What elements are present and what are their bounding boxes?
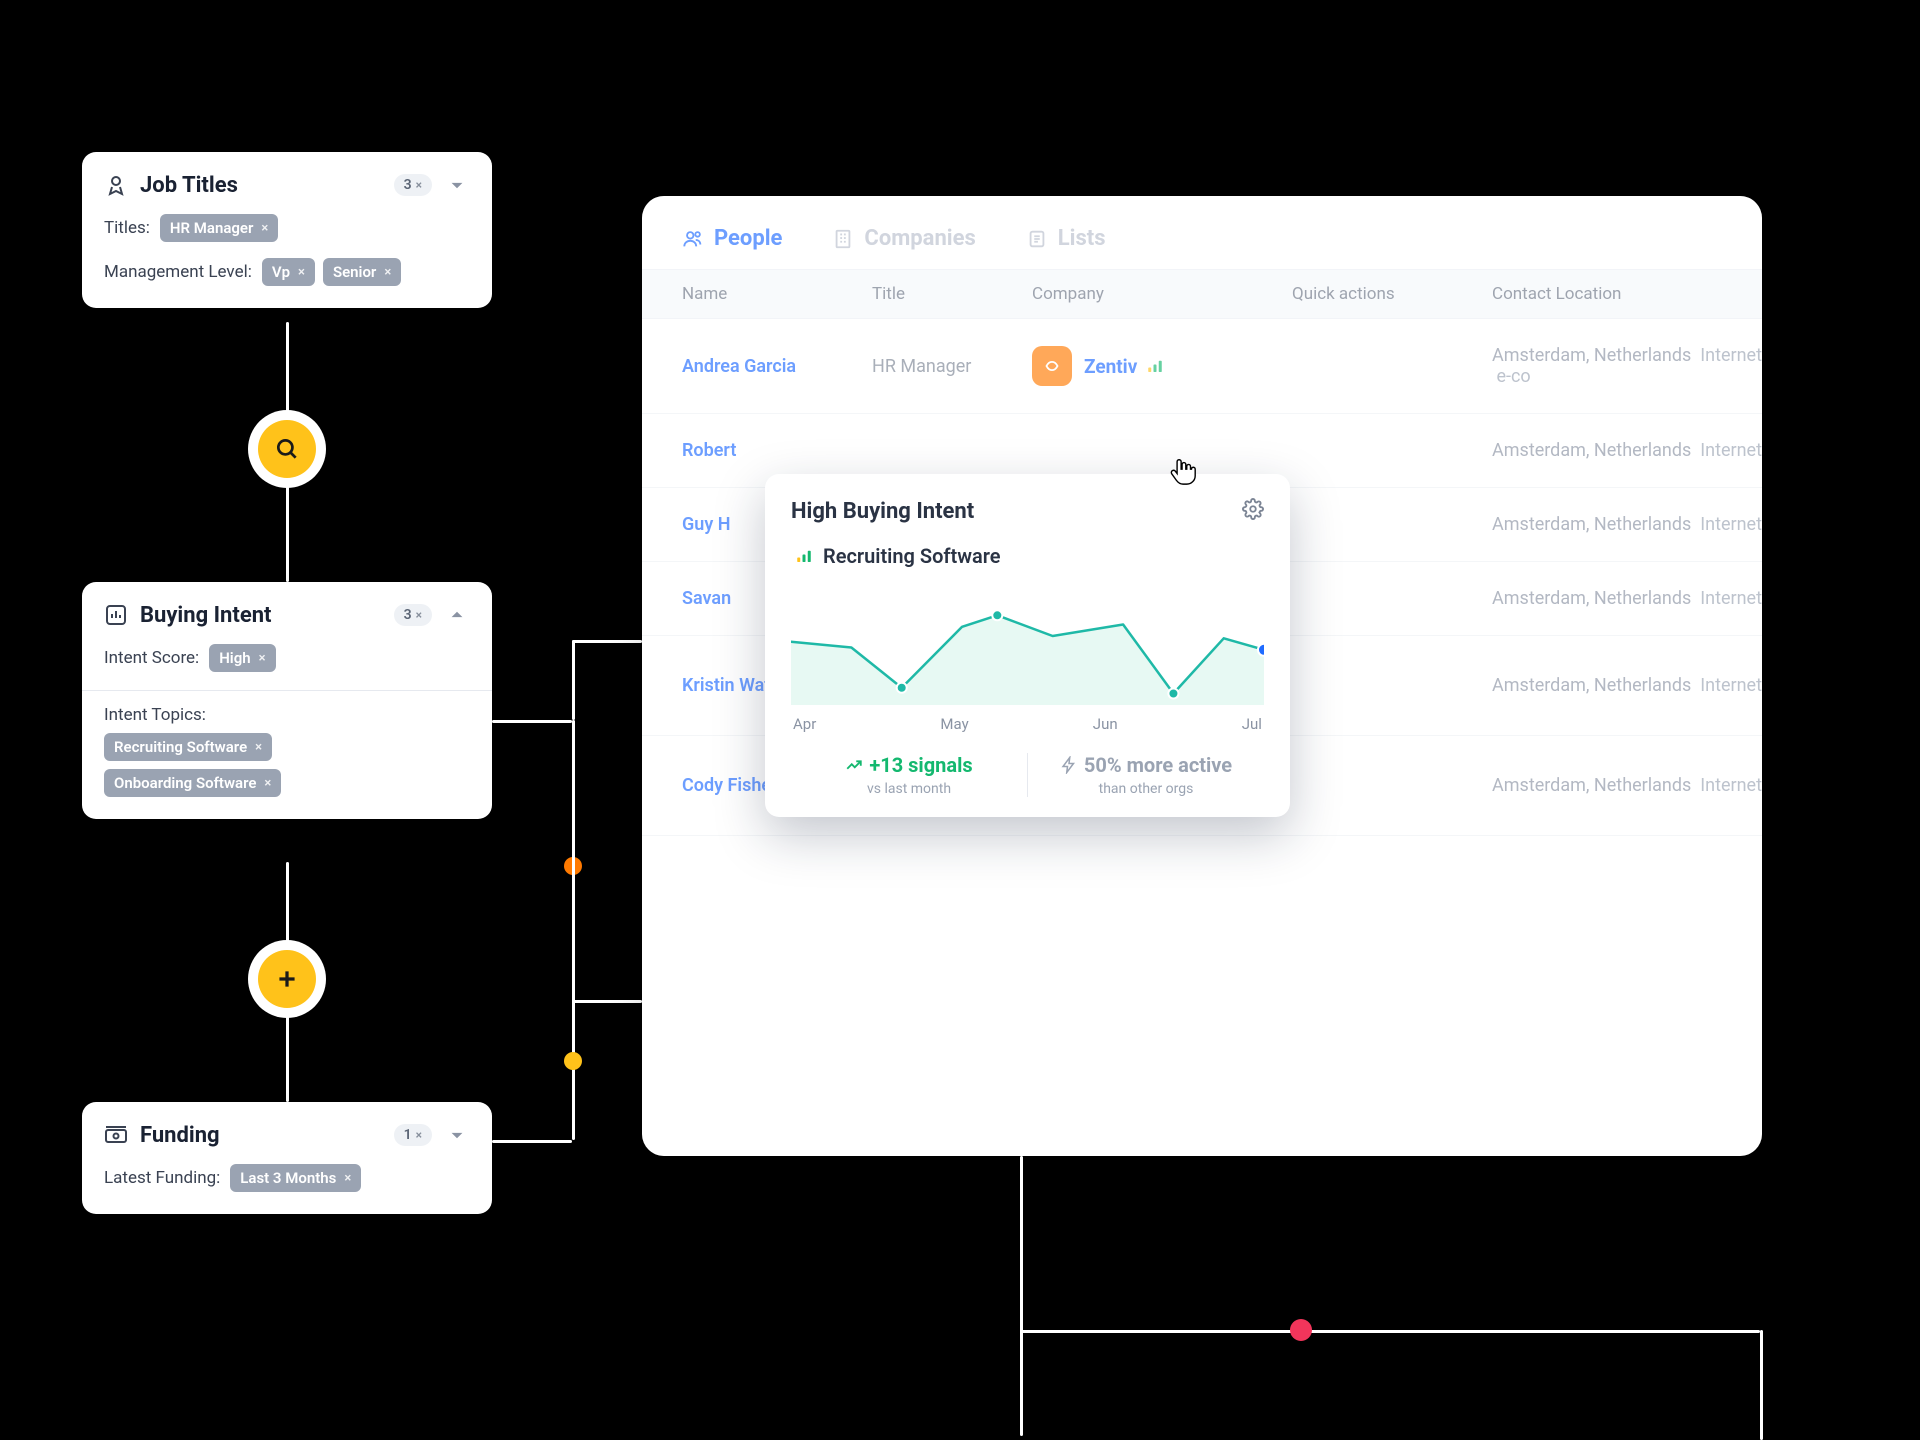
industry: Internet: [1700, 514, 1762, 535]
connector-line: [1760, 1330, 1763, 1440]
panel-tabs: People Companies Lists: [642, 196, 1762, 269]
filter-card-job-titles: Job Titles 3× Titles: HR Manager× Manage…: [82, 152, 492, 308]
filter-tag[interactable]: Recruiting Software×: [104, 733, 272, 761]
filter-card-buying-intent: Buying Intent 3× Intent Score: High× Int…: [82, 582, 492, 819]
filter-label: Intent Score:: [104, 648, 199, 668]
contact-location: Amsterdam, Netherlands: [1492, 588, 1691, 609]
tab-companies[interactable]: Companies: [832, 226, 975, 251]
industry: Internet: [1700, 345, 1762, 366]
filter-count-pill[interactable]: 3×: [394, 174, 432, 196]
sparkline-x-labels: Apr May Jun Jul: [791, 715, 1264, 733]
person-name[interactable]: Guy H: [682, 514, 730, 535]
tab-lists[interactable]: Lists: [1026, 226, 1106, 251]
filter-tag[interactable]: HR Manager×: [160, 214, 278, 242]
card-title: Job Titles: [140, 173, 382, 198]
card-title: Funding: [140, 1123, 382, 1148]
remove-tag-icon[interactable]: ×: [384, 265, 391, 280]
industry: Internet: [1700, 588, 1762, 609]
signal-icon: [791, 544, 813, 568]
filter-tag[interactable]: Onboarding Software×: [104, 769, 281, 797]
popover-topic: Recruiting Software: [791, 544, 1264, 568]
connector-line: [1020, 1156, 1023, 1436]
filter-row: Recruiting Software×: [104, 733, 470, 761]
filter-count-pill[interactable]: 1×: [394, 1124, 432, 1146]
remove-tag-icon[interactable]: ×: [255, 740, 262, 755]
column-header: Quick actions: [1292, 284, 1492, 304]
contact-location: Amsterdam, Netherlands: [1492, 345, 1691, 366]
table-row[interactable]: Andrea Garcia HR Manager Zentiv Amsterdam…: [642, 319, 1762, 414]
chevron-down-icon[interactable]: [444, 172, 470, 198]
remove-tag-icon[interactable]: ×: [261, 221, 268, 236]
contact-location: Amsterdam, Netherlands: [1492, 775, 1691, 796]
tab-people[interactable]: People: [682, 226, 782, 251]
connector-line: [1020, 1330, 1760, 1333]
gear-icon[interactable]: [1242, 498, 1264, 524]
signal-icon: [1142, 357, 1164, 378]
add-filter-node[interactable]: [258, 950, 316, 1008]
remove-tag-icon[interactable]: ×: [344, 1171, 351, 1186]
filter-label: Latest Funding:: [104, 1168, 220, 1188]
intent-popover: High Buying Intent Recruiting Software A…: [765, 474, 1290, 817]
intent-sparkline: [791, 590, 1264, 705]
search-node[interactable]: [258, 420, 316, 478]
connector-line: [572, 640, 642, 643]
filter-count-pill[interactable]: 3×: [394, 604, 432, 626]
connector-line: [572, 640, 575, 720]
chevron-down-icon[interactable]: [444, 1122, 470, 1148]
person-title: HR Manager: [872, 356, 1032, 377]
signals-stat: +13 signals: [791, 753, 1027, 777]
column-header: Title: [872, 284, 1032, 304]
filter-row: Intent Score: High×: [104, 644, 470, 672]
filter-tag[interactable]: Senior×: [323, 258, 401, 286]
popover-stats: +13 signals vs last month 50% more activ…: [791, 753, 1264, 797]
column-header: Name: [682, 284, 872, 304]
connector-line: [492, 720, 572, 723]
filter-label: Titles:: [104, 218, 150, 238]
contact-location: Amsterdam, Netherlands: [1492, 440, 1691, 461]
industry: Internet: [1700, 440, 1762, 461]
money-icon: [104, 1123, 128, 1147]
popover-title: High Buying Intent: [791, 499, 974, 524]
person-name[interactable]: Robert: [682, 440, 736, 461]
filter-row: Latest Funding: Last 3 Months×: [104, 1164, 470, 1192]
table-header: Name Title Company Quick actions Contact…: [642, 269, 1762, 319]
activity-stat: 50% more active: [1028, 753, 1264, 777]
remove-tag-icon[interactable]: ×: [298, 265, 305, 280]
filter-row: Management Level: Vp× Senior×: [104, 258, 470, 286]
connector-line: [492, 1140, 572, 1143]
filter-row: Onboarding Software×: [104, 769, 470, 797]
person-name[interactable]: Cody Fisher: [682, 775, 778, 796]
filter-row: Titles: HR Manager×: [104, 214, 470, 242]
person-name[interactable]: Andrea Garcia: [682, 356, 796, 377]
filter-row: Intent Topics:: [104, 705, 470, 725]
column-header: Company: [1032, 284, 1292, 304]
filter-tag[interactable]: Vp×: [262, 258, 315, 286]
column-header: Contact Location: [1492, 284, 1762, 304]
contact-location: Amsterdam, Netherlands: [1492, 514, 1691, 535]
industry: Internet: [1700, 675, 1762, 696]
filter-tag[interactable]: High×: [209, 644, 275, 672]
badge-icon: [104, 173, 128, 197]
filter-column: Job Titles 3× Titles: HR Manager× Manage…: [82, 152, 492, 308]
connector-line: [572, 720, 575, 1140]
filter-card-funding: Funding 1× Latest Funding: Last 3 Months…: [82, 1102, 492, 1214]
filter-label: Intent Topics:: [104, 705, 206, 725]
card-title: Buying Intent: [140, 603, 382, 628]
filter-label: Management Level:: [104, 262, 252, 282]
remove-tag-icon[interactable]: ×: [264, 776, 271, 791]
remove-tag-icon[interactable]: ×: [259, 651, 266, 666]
industry: Internet: [1700, 775, 1762, 796]
connector-dot: [1290, 1319, 1312, 1341]
contact-location: Amsterdam, Netherlands: [1492, 675, 1691, 696]
chevron-up-icon[interactable]: [444, 602, 470, 628]
connector-dot: [564, 1052, 582, 1070]
filter-tag[interactable]: Last 3 Months×: [230, 1164, 361, 1192]
company-name[interactable]: Zentiv: [1084, 355, 1137, 378]
connector-line: [572, 1000, 642, 1003]
cursor-pointer-icon: [1168, 456, 1198, 486]
person-name[interactable]: Savan: [682, 588, 731, 609]
chart-icon: [104, 603, 128, 627]
company-logo: [1032, 346, 1072, 386]
divider: [82, 690, 492, 691]
